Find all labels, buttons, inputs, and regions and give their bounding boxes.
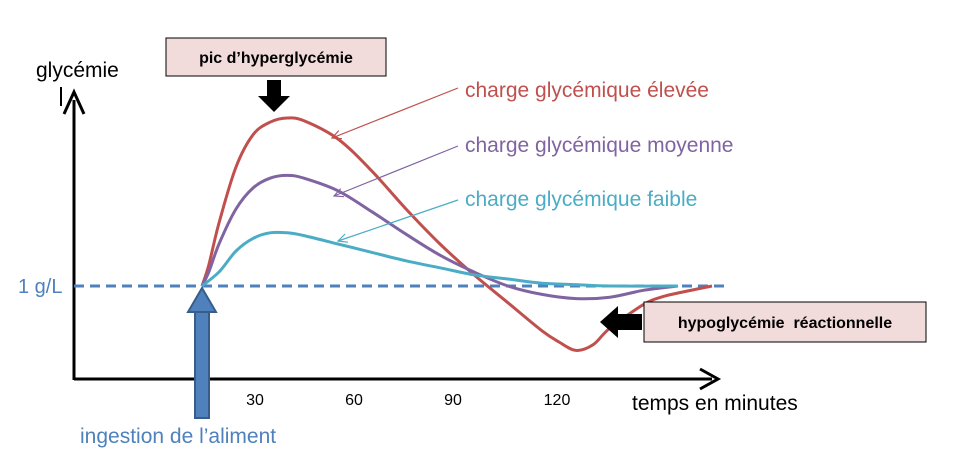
y-axis-arrowhead bbox=[62, 88, 86, 115]
series-pointer-head-elevee bbox=[330, 130, 343, 140]
ingestion-arrow-head bbox=[186, 286, 218, 313]
ingestion-label: ingestion de l’aliment bbox=[80, 425, 276, 448]
x-tick-label: 90 bbox=[444, 392, 462, 409]
hypo-callout-box bbox=[643, 301, 927, 343]
series-pointer-elevee bbox=[331, 87, 459, 139]
series-label-faible: charge glycémique faible bbox=[465, 188, 697, 211]
x-axis-arrowhead bbox=[699, 367, 722, 391]
series-labels: charge glycémique élevée charge glycémiqu… bbox=[330, 79, 734, 243]
y-axis-label: glycémie bbox=[36, 59, 119, 82]
series-pointer-moyenne bbox=[333, 145, 459, 197]
series-pointer-faible bbox=[337, 199, 459, 242]
x-tick-label: 60 bbox=[345, 392, 363, 409]
x-tick-label: 30 bbox=[246, 392, 264, 409]
series-label-moyenne: charge glycémique moyenne bbox=[465, 134, 734, 157]
series-label-elevee: charge glycémique élevée bbox=[465, 79, 709, 102]
series-pointer-head-faible bbox=[336, 233, 348, 243]
peak-arrow bbox=[258, 80, 290, 112]
baseline-label: 1 g/L bbox=[18, 276, 62, 298]
series-line-moyenne bbox=[200, 173, 679, 301]
x-tick-labels: 30 60 90 120 bbox=[246, 392, 570, 409]
ingestion-arrow-shaft bbox=[194, 309, 210, 419]
hypo-callout-label: hypoglycémie réactionnelle bbox=[678, 315, 892, 332]
x-axis-label: temps en minutes bbox=[632, 392, 798, 415]
peak-callout-box bbox=[165, 37, 387, 77]
hypo-arrow bbox=[600, 306, 642, 338]
series-pointer-head-moyenne bbox=[332, 188, 345, 198]
peak-callout-label: pic d’hyperglycémie bbox=[199, 50, 353, 67]
x-tick-label: 120 bbox=[544, 392, 571, 409]
series-line-faible bbox=[201, 230, 679, 288]
